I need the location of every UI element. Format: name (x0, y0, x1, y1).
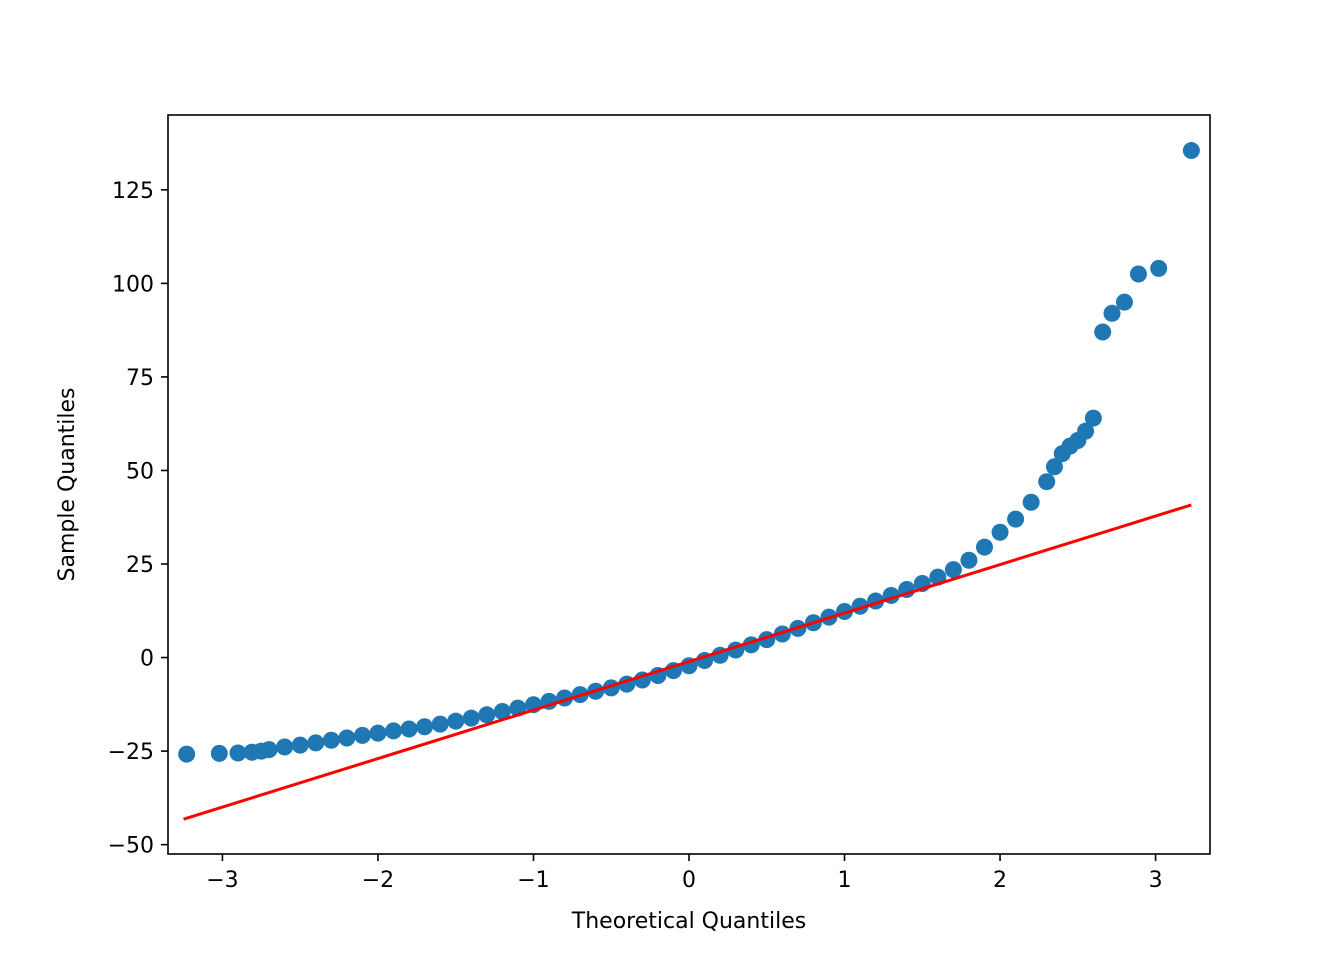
data-point (322, 731, 340, 749)
data-point (400, 720, 418, 738)
data-point (1022, 493, 1040, 511)
data-point (991, 523, 1009, 541)
y-tick-label: −50 (108, 834, 154, 859)
data-point (1103, 304, 1121, 322)
data-point (210, 744, 228, 762)
y-tick-label: 25 (126, 553, 154, 578)
data-point (447, 712, 465, 730)
x-axis: −3 −2 −1 0 1 2 3 (206, 854, 1163, 893)
data-point (1129, 265, 1147, 283)
data-point (1077, 422, 1095, 440)
x-tick-label: 1 (838, 868, 852, 893)
data-point (338, 729, 356, 747)
data-point (353, 726, 371, 744)
y-tick-label: 50 (126, 459, 154, 484)
y-axis: −50 −25 0 25 50 75 100 125 (108, 179, 168, 859)
data-point (960, 551, 978, 569)
plot-area (178, 142, 1200, 821)
data-point (276, 738, 294, 756)
data-point (462, 709, 480, 727)
data-point (1084, 409, 1102, 427)
data-point (260, 741, 278, 759)
data-point (478, 706, 496, 724)
y-tick-label: 0 (140, 647, 154, 672)
data-point (1038, 473, 1056, 491)
data-point (1094, 323, 1112, 341)
data-point (944, 561, 962, 579)
data-point (493, 702, 511, 720)
reference-line (183, 503, 1192, 821)
y-tick-label: 75 (126, 366, 154, 391)
data-point (1007, 510, 1025, 528)
x-tick-label: −2 (362, 868, 394, 893)
y-tick-label: 125 (112, 179, 154, 204)
y-tick-label: −25 (108, 740, 154, 765)
y-axis-label: Sample Quantiles (55, 387, 80, 581)
data-point (975, 538, 993, 556)
x-tick-label: 2 (993, 868, 1007, 893)
x-tick-label: 3 (1149, 868, 1163, 893)
y-tick-label: 100 (112, 272, 154, 297)
data-point (178, 745, 196, 763)
x-axis-label: Theoretical Quantiles (571, 909, 806, 934)
x-tick-label: −1 (517, 868, 549, 893)
data-point (385, 722, 403, 740)
data-point (307, 734, 325, 752)
data-point (1150, 259, 1168, 277)
data-point (1045, 458, 1063, 476)
data-point (229, 744, 247, 762)
data-point (369, 724, 387, 742)
data-point (1115, 293, 1133, 311)
data-point (431, 715, 449, 733)
data-point (291, 736, 309, 754)
data-point (416, 718, 434, 736)
data-point (1182, 142, 1200, 160)
x-tick-label: −3 (206, 868, 238, 893)
x-tick-label: 0 (682, 868, 696, 893)
